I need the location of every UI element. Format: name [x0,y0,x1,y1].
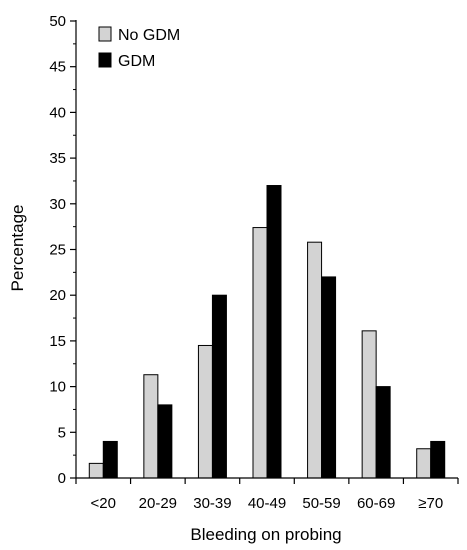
y-tick-label-15: 15 [49,333,66,350]
bar-no-gdm-2 [197,344,213,479]
bar-gdm-1 [157,404,173,479]
y-tick-label-0: 0 [58,470,66,487]
legend-label-no-gdm: No GDM [118,27,180,44]
bar-no-gdm-5 [361,330,377,479]
bar-gdm-0 [102,440,118,479]
plot-area [88,185,446,479]
bar-no-gdm-0 [88,462,104,479]
x-tick-label-1: 20-29 [139,495,177,512]
x-tick-label-3: 40-49 [248,495,286,512]
x-tick-label-2: 30-39 [193,495,231,512]
x-axis: <20 20-29 30-39 40-49 50-59 60-69 ≥70 [75,477,459,512]
y-tick-label-30: 30 [49,196,66,213]
bar-gdm-2 [211,294,227,479]
x-tick-label-0: <20 [91,495,116,512]
x-tick-label-6: ≥70 [418,495,443,512]
bar-gdm-4 [321,276,337,479]
legend-swatch-no-gdm [98,26,112,42]
x-tick-label-4: 50-59 [302,495,340,512]
bar-no-gdm-1 [143,374,159,479]
x-tick-label-5: 60-69 [357,495,395,512]
y-tick-label-35: 35 [49,150,66,167]
legend-swatch-gdm [98,52,112,68]
y-tick-label-45: 45 [49,59,66,76]
bar-no-gdm-6 [416,448,432,479]
bar-gdm-6 [430,440,446,479]
bar-no-gdm-4 [307,241,323,479]
bar-gdm-5 [375,386,391,479]
legend-label-gdm: GDM [118,53,155,70]
x-axis-title: Bleeding on probing [190,525,341,544]
y-tick-label-5: 5 [58,424,66,441]
y-axis-title: Percentage [8,205,27,292]
y-tick-label-25: 25 [49,242,66,259]
y-tick-label-10: 10 [49,379,66,396]
y-tick-label-40: 40 [49,104,66,121]
legend: No GDM GDM [98,26,180,70]
bar-no-gdm-3 [252,227,268,479]
y-axis: 0 5 10 15 20 25 30 35 40 45 50 [49,13,77,487]
bar-gdm-3 [266,185,282,479]
y-tick-label-50: 50 [49,13,66,30]
y-tick-label-20: 20 [49,287,66,304]
